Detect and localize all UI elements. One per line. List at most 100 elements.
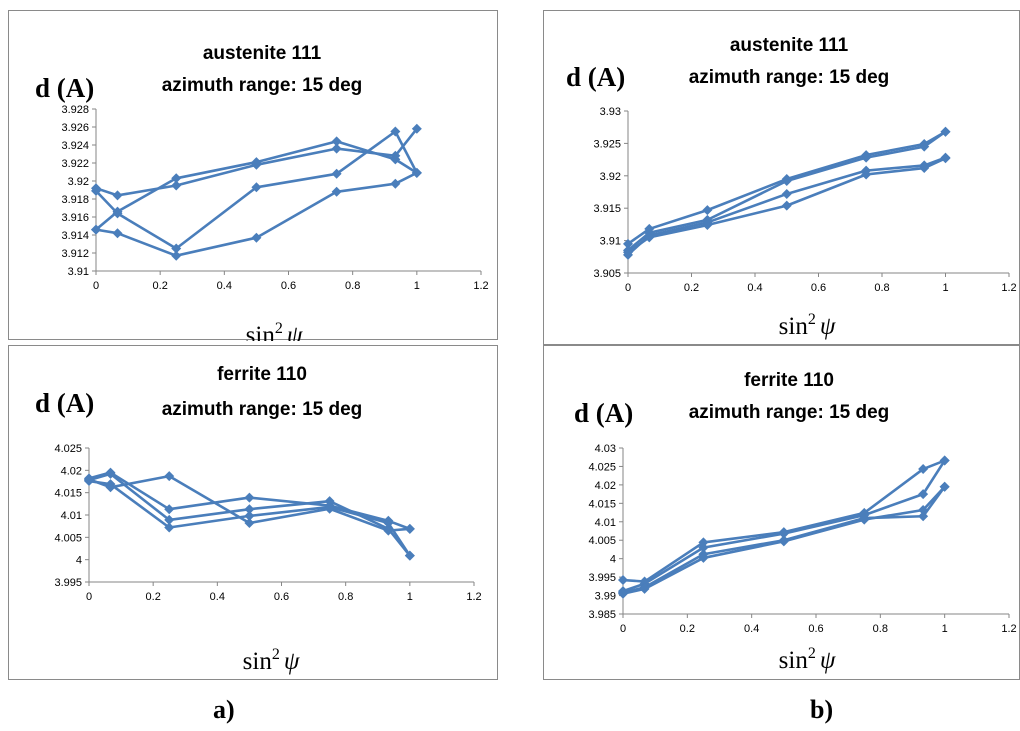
data-point (781, 200, 792, 211)
data-point (390, 154, 401, 165)
data-point (702, 205, 713, 216)
y-tick-label: 3.918 (61, 194, 89, 206)
chart-subtitle: azimuth range: 15 deg (162, 399, 363, 420)
data-point (698, 537, 709, 548)
data-point (331, 136, 342, 147)
x-tick-label: 0.8 (874, 282, 889, 294)
x-tick-label: 0.4 (744, 623, 759, 635)
data-point (861, 152, 872, 163)
x-tick-label: 1 (942, 282, 948, 294)
x-tick-label: 0.4 (747, 282, 762, 294)
data-point (251, 182, 262, 193)
data-point (618, 575, 628, 586)
chart-svg: austenite 111 azimuth range: 15 deg d (A) s… (35, 43, 489, 341)
y-tick-label: 3.914 (61, 230, 89, 242)
chart-title: ferrite 110 (744, 370, 834, 391)
x-tick-label: 0.6 (274, 591, 289, 603)
y-tick-label: 3.925 (593, 138, 621, 150)
chart-subtitle: azimuth range: 15 deg (162, 75, 363, 96)
x-axis-label: sin2 ψ (779, 645, 836, 674)
data-point (781, 188, 792, 199)
chart-title: austenite 111 (730, 35, 849, 56)
data-point (112, 228, 123, 239)
y-tick-label: 3.915 (593, 203, 621, 215)
data-point (859, 514, 870, 525)
x-tick-label: 0 (93, 280, 99, 292)
y-tick-label: 4 (76, 555, 82, 567)
chart-panel-b-ferrite: ferrite 110 azimuth range: 15 deg d (A) sin… (543, 345, 1020, 680)
chart-subtitle: azimuth range: 15 deg (689, 402, 890, 423)
y-tick-label: 3.912 (61, 248, 89, 260)
y-tick-label: 4.03 (595, 443, 616, 455)
x-tick-label: 1.2 (466, 591, 481, 603)
data-point (383, 518, 394, 529)
y-tick-label: 4.02 (595, 480, 616, 492)
data-point (940, 153, 951, 164)
y-tick-label: 3.93 (600, 106, 621, 118)
y-tick-label: 4.01 (595, 517, 616, 529)
data-point (918, 504, 929, 515)
x-tick-label: 0.8 (338, 591, 353, 603)
y-tick-label: 4 (610, 554, 616, 566)
chart-svg: ferrite 110 azimuth range: 15 deg d (A) sin… (574, 370, 1017, 674)
data-point (939, 481, 950, 492)
y-axis-label: d (A) (574, 398, 633, 428)
data-point (919, 141, 930, 152)
y-tick-label: 4.02 (61, 465, 82, 477)
y-tick-label: 4.01 (61, 510, 82, 522)
x-axis-label: sin2 ψ (779, 311, 836, 340)
x-axis-label: sin2 ψ (243, 646, 300, 675)
data-point (164, 514, 175, 525)
data-point (702, 220, 713, 231)
data-point (324, 503, 335, 514)
y-tick-label: 3.924 (61, 140, 89, 152)
data-point (331, 168, 342, 179)
x-tick-label: 0.8 (345, 280, 360, 292)
y-tick-label: 4.025 (588, 461, 616, 473)
data-point (331, 186, 342, 197)
data-point (244, 492, 255, 503)
data-point (164, 504, 175, 515)
x-axis-label: sin2 ψ (246, 320, 303, 341)
x-tick-label: 0.6 (811, 282, 826, 294)
x-tick-label: 1 (407, 591, 413, 603)
data-point (244, 510, 255, 521)
y-axis-label: d (A) (35, 388, 94, 418)
chart-title: ferrite 110 (217, 364, 307, 385)
data-point (164, 522, 175, 533)
x-tick-label: 0.6 (281, 280, 296, 292)
data-point (618, 588, 628, 599)
data-point (331, 143, 342, 154)
data-point (411, 167, 422, 178)
data-point (919, 163, 930, 174)
data-point (781, 175, 792, 186)
x-tick-label: 0 (86, 591, 92, 603)
x-tick-label: 0.6 (808, 623, 823, 635)
data-point (171, 243, 182, 254)
data-point (171, 173, 182, 184)
chart-subtitle: azimuth range: 15 deg (689, 67, 890, 88)
y-tick-label: 3.995 (54, 577, 82, 589)
data-point (164, 471, 175, 482)
caption-b: b) (810, 695, 834, 724)
x-tick-label: 0.8 (873, 623, 888, 635)
data-point (623, 247, 633, 258)
data-point (105, 482, 116, 493)
data-point (644, 232, 655, 243)
data-point (623, 238, 633, 249)
chart-panel-a-ferrite: ferrite 110 azimuth range: 15 deg d (A) sin… (8, 345, 498, 680)
y-tick-label: 3.905 (593, 268, 621, 280)
y-tick-label: 3.926 (61, 122, 89, 134)
caption-a: a) (213, 695, 235, 724)
y-axis-label: d (A) (566, 62, 625, 92)
x-tick-label: 1.2 (1001, 282, 1016, 294)
x-tick-label: 1 (942, 623, 948, 635)
data-point (918, 489, 929, 500)
data-point (84, 474, 94, 485)
data-point (91, 185, 101, 196)
data-point (324, 496, 335, 507)
data-point (778, 528, 789, 539)
data-point (112, 190, 123, 201)
y-tick-label: 3.91 (600, 236, 621, 248)
